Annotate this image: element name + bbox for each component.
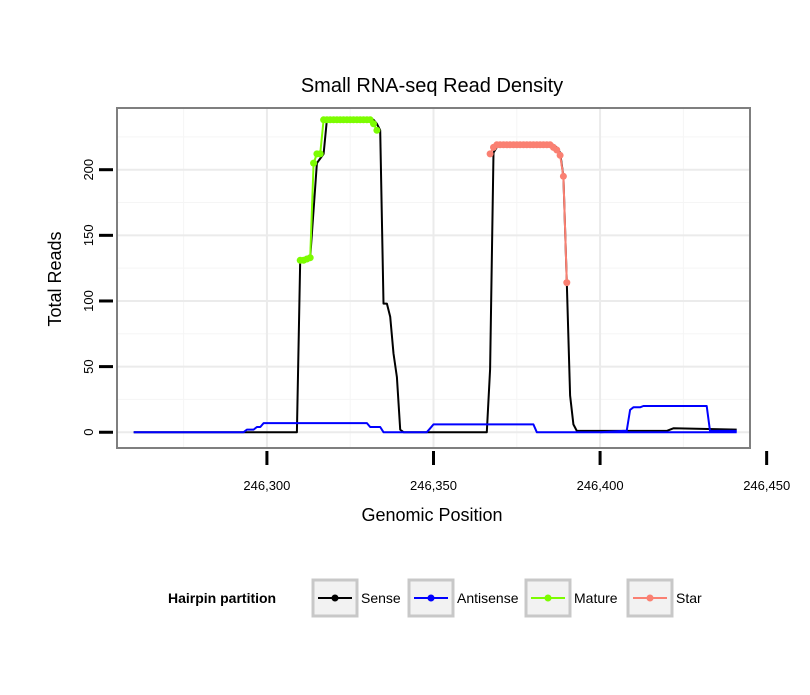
y-tick-label: 150 (81, 224, 96, 246)
y-axis-label: Total Reads (45, 231, 65, 326)
legend-label-star: Star (676, 590, 702, 606)
series-line-antisense (133, 422, 737, 434)
legend-label-mature: Mature (574, 590, 618, 606)
y-tick-label: 200 (81, 159, 96, 181)
data-point-mature (316, 150, 324, 158)
data-point-star (563, 279, 571, 287)
x-axis-label: Genomic Position (361, 505, 502, 525)
legend-key-point (646, 594, 654, 602)
x-tick-label: 246,450 (743, 478, 790, 493)
series-points (296, 116, 571, 287)
data-point-star (559, 172, 567, 180)
data-point-mature (373, 126, 381, 134)
legend-label-antisense: Antisense (457, 590, 519, 606)
legend-item-star: Star (626, 578, 702, 618)
y-tick-label: 50 (81, 359, 96, 373)
axes: 0 50 100 150 200 246,300 246,350 246,400 246,450 (81, 159, 790, 493)
legend-key-point (544, 594, 552, 602)
x-tick-label: 246,350 (410, 478, 457, 493)
legend-key-point (427, 594, 435, 602)
chart-title: Small RNA-seq Read Density (301, 75, 563, 97)
y-tick-label: 0 (81, 429, 96, 436)
data-point-mature (310, 159, 318, 167)
legend-item-sense: Sense (311, 578, 401, 618)
data-point-star (553, 146, 561, 154)
legend-label-sense: Sense (361, 590, 401, 606)
legend-title: Hairpin partition (168, 590, 276, 606)
x-tick-label: 246,300 (243, 478, 290, 493)
data-point-mature (306, 254, 314, 262)
x-tick-label: 246,400 (577, 478, 624, 493)
legend-item-antisense: Antisense (407, 578, 519, 618)
legend-key-point (331, 594, 339, 602)
data-point-star (556, 151, 564, 159)
data-point-star (486, 150, 494, 158)
y-tick-label: 100 (81, 290, 96, 312)
data-point-mature (370, 120, 377, 128)
series-line-antisenseright (600, 405, 737, 434)
legend-item-mature: Mature (524, 578, 618, 618)
legend: Hairpin partition Sense Antisense Mature St… (168, 578, 702, 618)
